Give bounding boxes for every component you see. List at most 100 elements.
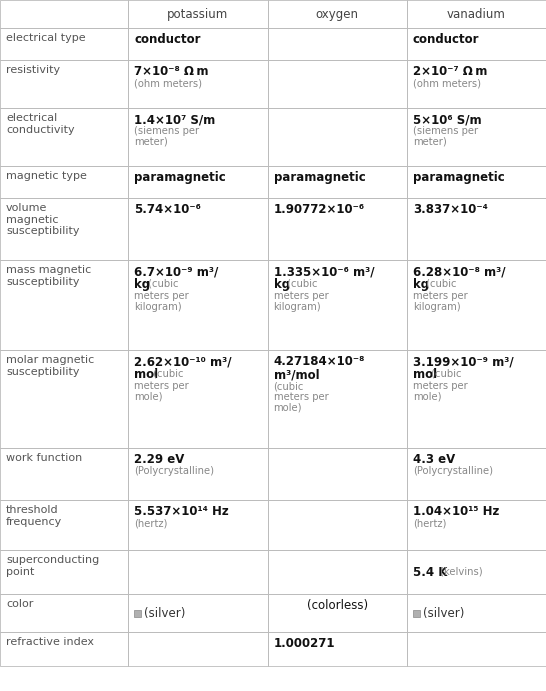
- Bar: [128, 550, 268, 594]
- Text: 5.537×10¹⁴ Hz: 5.537×10¹⁴ Hz: [134, 505, 229, 518]
- Bar: [0, 166, 128, 198]
- Text: 6.7×10⁻⁹ m³/: 6.7×10⁻⁹ m³/: [134, 265, 218, 278]
- Text: magnetic type: magnetic type: [6, 171, 87, 181]
- Text: 1.000271: 1.000271: [274, 637, 335, 650]
- Text: (cubic: (cubic: [145, 278, 178, 288]
- Text: (silver): (silver): [423, 607, 464, 620]
- Bar: [0, 594, 128, 632]
- Text: meter): meter): [413, 137, 447, 146]
- Bar: [128, 448, 268, 500]
- Text: 7×10⁻⁸ Ω m: 7×10⁻⁸ Ω m: [134, 65, 209, 78]
- Text: 1.90772×10⁻⁶: 1.90772×10⁻⁶: [274, 203, 365, 216]
- Text: paramagnetic: paramagnetic: [413, 171, 505, 184]
- Bar: [268, 28, 407, 60]
- Text: 4.27184×10⁻⁸: 4.27184×10⁻⁸: [274, 355, 365, 368]
- Text: kilogram): kilogram): [274, 302, 321, 312]
- Text: (Polycrystalline): (Polycrystalline): [134, 466, 215, 476]
- Text: paramagnetic: paramagnetic: [274, 171, 365, 184]
- Text: mol: mol: [413, 368, 437, 381]
- Text: 5.74×10⁻⁶: 5.74×10⁻⁶: [134, 203, 201, 216]
- Bar: [268, 594, 407, 632]
- Text: 5.4 K: 5.4 K: [413, 565, 447, 578]
- Text: mol: mol: [134, 368, 158, 381]
- Bar: [407, 594, 546, 632]
- Text: (hertz): (hertz): [134, 518, 168, 528]
- Text: (ohm meters): (ohm meters): [413, 78, 481, 88]
- Text: conductor: conductor: [134, 33, 201, 46]
- Text: refractive index: refractive index: [6, 637, 94, 647]
- Text: meters per: meters per: [413, 381, 467, 391]
- Bar: [268, 550, 407, 594]
- Text: 2.62×10⁻¹⁰ m³/: 2.62×10⁻¹⁰ m³/: [134, 355, 232, 368]
- Text: (ohm meters): (ohm meters): [134, 78, 203, 88]
- Bar: [128, 166, 268, 198]
- Text: 4.3 eV: 4.3 eV: [413, 453, 455, 466]
- Bar: [407, 632, 546, 666]
- Bar: [128, 350, 268, 448]
- Text: meters per: meters per: [413, 292, 467, 301]
- Text: work function: work function: [6, 453, 82, 463]
- Bar: [407, 60, 546, 108]
- Text: mole): mole): [413, 392, 441, 401]
- Text: meters per: meters per: [274, 392, 328, 401]
- Text: paramagnetic: paramagnetic: [134, 171, 226, 184]
- Bar: [128, 28, 268, 60]
- Text: meters per: meters per: [134, 381, 189, 391]
- Text: 2.29 eV: 2.29 eV: [134, 453, 185, 466]
- Text: (silver): (silver): [144, 607, 186, 620]
- Text: mass magnetic
susceptibility: mass magnetic susceptibility: [6, 265, 91, 287]
- Bar: [0, 632, 128, 666]
- Text: (Polycrystalline): (Polycrystalline): [413, 466, 493, 476]
- Text: vanadium: vanadium: [447, 8, 506, 21]
- Text: 1.335×10⁻⁶ m³/: 1.335×10⁻⁶ m³/: [274, 265, 374, 278]
- Text: (cubic: (cubic: [284, 278, 317, 288]
- Text: color: color: [6, 599, 33, 609]
- Text: volume
magnetic
susceptibility: volume magnetic susceptibility: [6, 203, 80, 236]
- Text: 3.837×10⁻⁴: 3.837×10⁻⁴: [413, 203, 488, 216]
- Text: electrical
conductivity: electrical conductivity: [6, 113, 75, 135]
- Bar: [407, 198, 546, 260]
- Bar: [128, 60, 268, 108]
- Text: (colorless): (colorless): [307, 599, 367, 612]
- Text: kilogram): kilogram): [134, 302, 182, 312]
- Bar: [0, 448, 128, 500]
- Text: 1.4×10⁷ S/m: 1.4×10⁷ S/m: [134, 113, 216, 126]
- Bar: [407, 166, 546, 198]
- Text: (cubic: (cubic: [428, 368, 461, 378]
- Bar: [0, 350, 128, 448]
- Bar: [0, 198, 128, 260]
- Text: (hertz): (hertz): [413, 518, 446, 528]
- Text: (cubic: (cubic: [150, 368, 183, 378]
- Bar: [0, 28, 128, 60]
- Bar: [268, 60, 407, 108]
- Bar: [128, 260, 268, 350]
- Bar: [268, 108, 407, 166]
- Bar: [0, 60, 128, 108]
- Text: (cubic: (cubic: [274, 381, 304, 391]
- Bar: [407, 448, 546, 500]
- Text: conductor: conductor: [413, 33, 479, 46]
- Bar: [407, 28, 546, 60]
- Text: 6.28×10⁻⁸ m³/: 6.28×10⁻⁸ m³/: [413, 265, 505, 278]
- Text: meters per: meters per: [274, 292, 328, 301]
- Bar: [128, 108, 268, 166]
- Bar: [128, 632, 268, 666]
- Text: mole): mole): [274, 402, 302, 413]
- Text: 5×10⁶ S/m: 5×10⁶ S/m: [413, 113, 482, 126]
- Bar: [128, 0, 268, 28]
- Bar: [268, 0, 407, 28]
- Bar: [407, 500, 546, 550]
- Text: meter): meter): [134, 137, 168, 146]
- Bar: [407, 350, 546, 448]
- Text: (siemens per: (siemens per: [134, 126, 199, 136]
- Text: molar magnetic
susceptibility: molar magnetic susceptibility: [6, 355, 94, 377]
- Text: m³/mol: m³/mol: [274, 368, 319, 381]
- Text: threshold
frequency: threshold frequency: [6, 505, 62, 527]
- Text: (cubic: (cubic: [423, 278, 456, 288]
- Bar: [268, 350, 407, 448]
- Bar: [268, 260, 407, 350]
- Text: resistivity: resistivity: [6, 65, 60, 75]
- Bar: [268, 632, 407, 666]
- Bar: [407, 108, 546, 166]
- Bar: [407, 550, 546, 594]
